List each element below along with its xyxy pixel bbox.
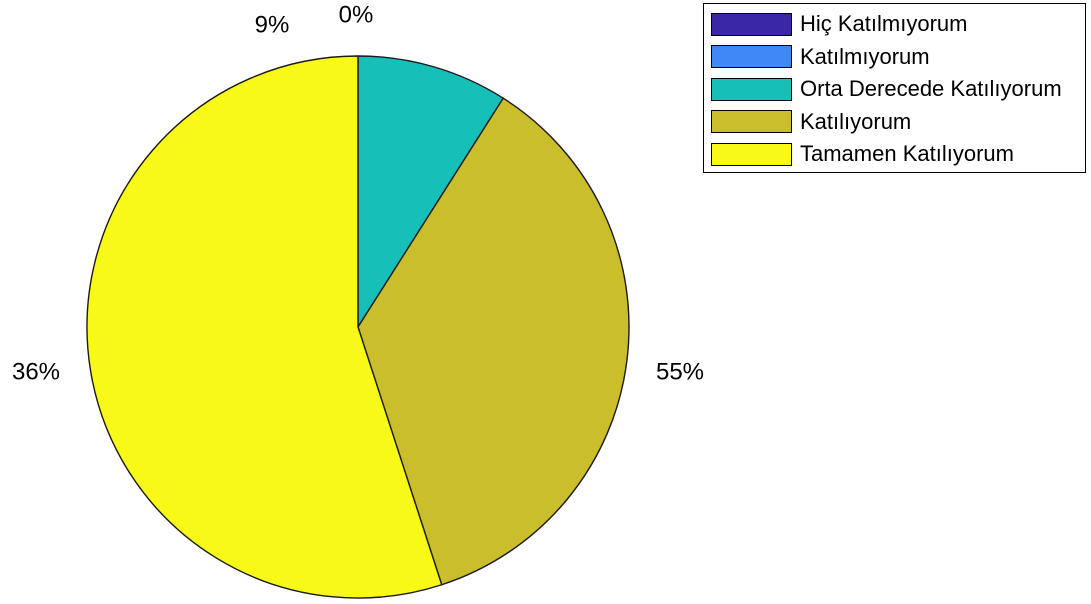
legend-label: Hiç Katılmıyorum <box>800 11 968 37</box>
percent-labels: 0% 9% 36% 55% <box>12 1 704 385</box>
percent-label-1: 0% <box>339 1 374 28</box>
legend-swatch <box>711 77 792 101</box>
legend-item-4: Katılıyorum <box>704 106 1085 139</box>
legend-swatch <box>711 45 792 69</box>
pie-slice-4 <box>357 97 630 586</box>
legend-swatch <box>711 142 792 166</box>
legend-label: Orta Derecede Katılıyorum <box>800 76 1062 102</box>
pie-slice-3 <box>357 55 504 328</box>
legend: Hiç Katılmıyorum Katılmıyorum Orta Dereced… <box>703 3 1086 173</box>
legend-item-2: Katılmıyorum <box>704 41 1085 74</box>
percent-label-4: 36% <box>12 358 60 385</box>
legend-swatch <box>711 110 792 134</box>
percent-label-5: 55% <box>656 358 704 385</box>
pie-slices <box>86 55 630 599</box>
legend-label: Katılıyorum <box>800 108 912 134</box>
legend-label: Katılmıyorum <box>800 43 930 69</box>
legend-item-1: Hiç Katılmıyorum <box>704 8 1085 41</box>
percent-label-3: 9% <box>255 11 290 38</box>
legend-label: Tamamen Katılıyorum <box>800 141 1014 167</box>
legend-item-5: Tamamen Katılıyorum <box>704 138 1085 171</box>
legend-swatch <box>711 12 792 36</box>
legend-item-3: Orta Derecede Katılıyorum <box>704 73 1085 106</box>
pie-slice-5 <box>86 55 443 599</box>
